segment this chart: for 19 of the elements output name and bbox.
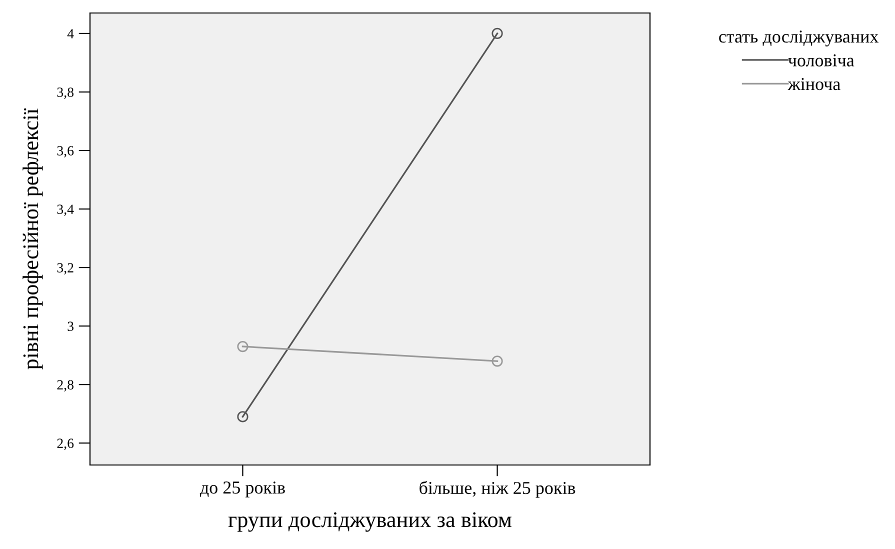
y-tick-label: 3,2 [57,263,74,274]
x-axis-title: групи досліджуваних за віком [228,512,512,532]
y-axis-title: рівні професійної рефлексії [22,108,43,370]
y-tick-label: 2,8 [57,380,74,392]
x-tick-label: до 25 років [200,482,285,498]
legend-label: чоловіча [788,54,854,66]
legend-label: жіноча [788,78,840,90]
point [492,356,503,367]
y-tick-label: 3,8 [57,88,74,99]
y-tick-label: 4 [67,29,74,38]
legend-title: стать досліджуваних [719,30,879,46]
y-tick-label: 3 [68,322,74,331]
point [237,411,248,422]
y-tick-label: 2,6 [57,438,74,450]
x-tick-label: більше, ніж 25 років [420,480,576,498]
point [492,28,503,40]
point [237,340,248,352]
y-tick-label: 3,6 [57,146,74,158]
y-tick-label: 3,4 [57,204,74,216]
